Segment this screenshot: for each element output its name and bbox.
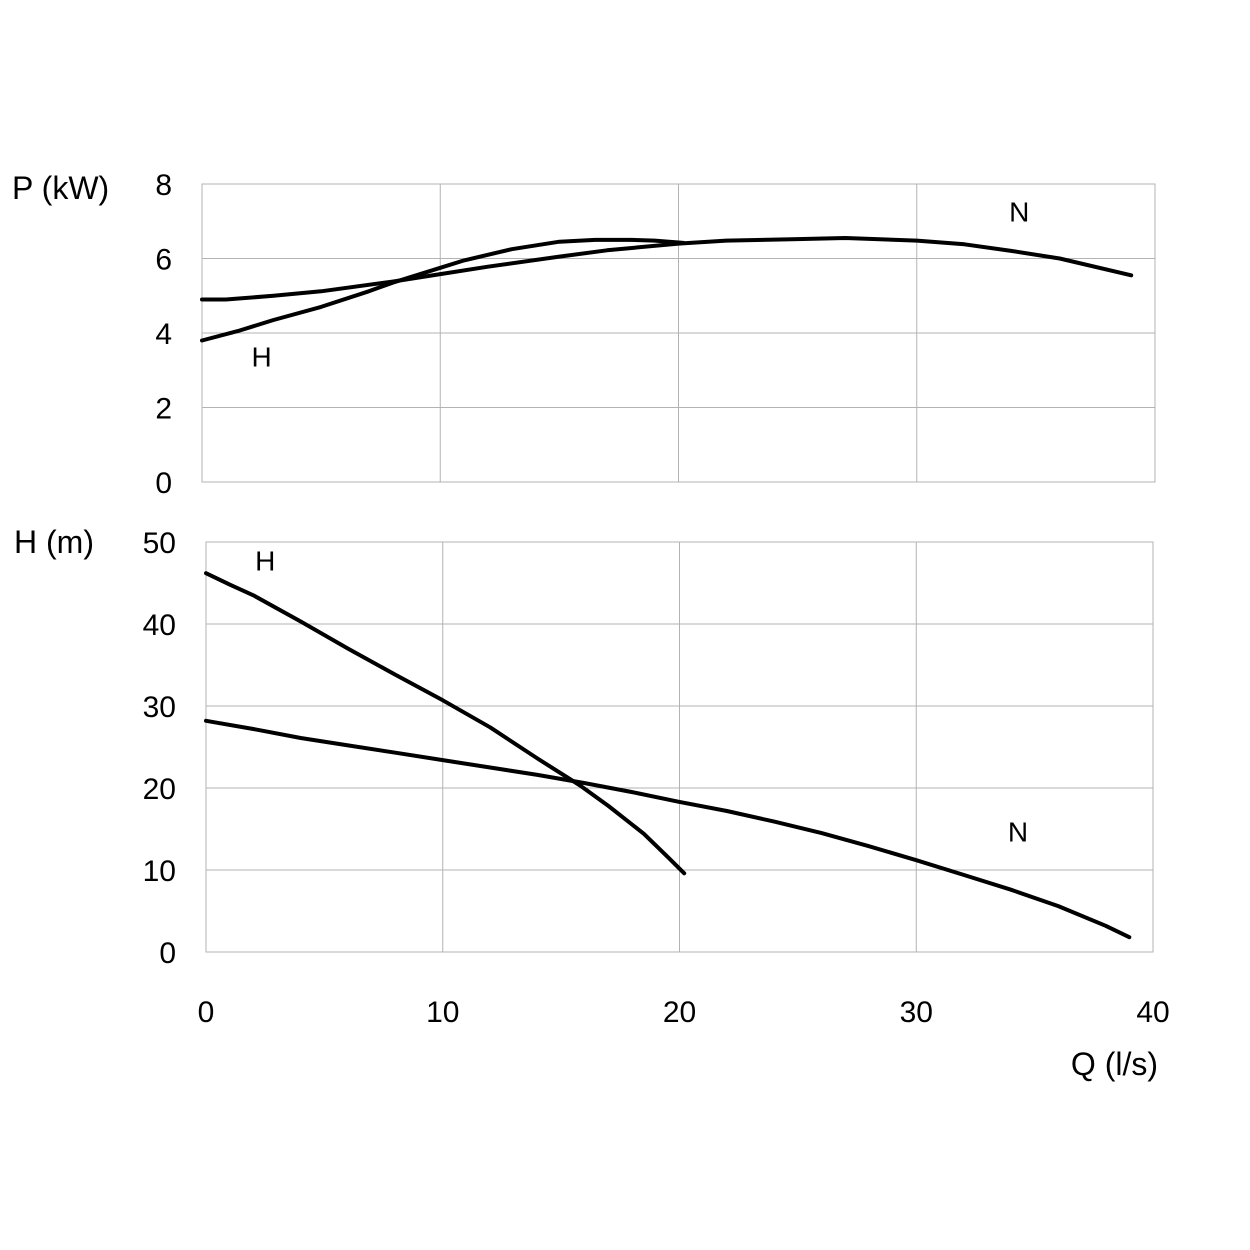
head-x-tick-label: 0 [198,996,215,1029]
power-y-tick-label: 6 [155,244,172,277]
power-y-tick-label: 2 [155,393,172,426]
head-y-tick-label: 30 [143,691,176,724]
power-curve-label-H: H [251,342,271,373]
power-y-axis-label: P (kW) [12,170,109,206]
power-y-tick-label: 4 [155,318,172,351]
head-curve-label-H: H [255,546,275,577]
power-series-N-line [200,236,1134,302]
head-series-H-line [204,571,687,876]
power-series-H-line [200,237,686,343]
power-curve-label-N: N [1009,196,1029,227]
head-x-tick-label: 20 [663,996,696,1029]
head-series-N-line [204,718,1132,940]
head-y-axis-label: H (m) [14,524,94,560]
head-curve-label-N: N [1008,816,1028,847]
power-panel: 0 2 4 6 8 P (kW) N H [12,169,1156,500]
head-x-axis-label: Q (l/s) [1071,1046,1158,1082]
head-y-tick-label: 20 [143,773,176,806]
head-y-tick-label: 0 [159,937,176,970]
head-y-tick-label: 40 [143,609,176,642]
power-y-tick-label: 0 [155,467,172,500]
head-x-tick-label: 30 [900,996,933,1029]
head-panel: 0 10 20 30 40 50 0 10 20 30 40 H (m) Q (l/s) H N [14,524,1170,1082]
head-x-tick-label: 10 [426,996,459,1029]
power-y-tick-label: 8 [155,169,172,202]
head-y-tick-label: 10 [143,855,176,888]
head-y-tick-label: 50 [143,527,176,560]
head-plot-frame [205,541,1154,953]
head-x-tick-label: 40 [1136,996,1169,1029]
power-plot-frame [201,183,1156,483]
